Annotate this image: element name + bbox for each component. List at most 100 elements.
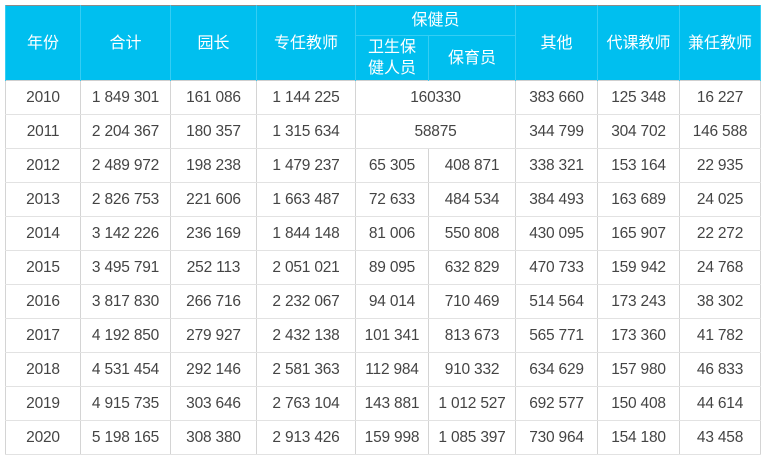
cell-other: 730 964	[515, 420, 599, 455]
cell-fulltime-teacher: 1 479 237	[256, 148, 356, 183]
cell-year: 2016	[5, 284, 81, 319]
cell-fulltime-teacher: 1 663 487	[256, 182, 356, 217]
cell-health-care-staff: 81 006	[355, 216, 429, 251]
cell-year: 2019	[5, 386, 81, 421]
cell-principal: 161 086	[170, 80, 257, 115]
cell-health-care-staff: 94 014	[355, 284, 429, 319]
cell-parttime-teacher: 41 782	[679, 318, 762, 353]
cell-total: 3 817 830	[80, 284, 171, 319]
header-substitute-teacher: 代课教师	[597, 5, 681, 81]
cell-health-staff-combined: 160330	[354, 80, 517, 115]
cell-substitute-teacher: 165 907	[597, 216, 681, 251]
cell-year: 2015	[5, 250, 81, 285]
cell-substitute-teacher: 157 980	[597, 352, 681, 387]
cell-total: 3 495 791	[80, 250, 171, 285]
cell-year: 2010	[5, 80, 81, 115]
table-row: 2011 2 204 367 180 357 1 315 634 58875 344 79…	[5, 114, 762, 149]
cell-parttime-teacher: 43 458	[679, 420, 762, 455]
cell-parttime-teacher: 38 302	[679, 284, 762, 319]
cell-total: 1 849 301	[80, 80, 171, 115]
cell-health-care-staff: 65 305	[355, 148, 429, 183]
cell-substitute-teacher: 163 689	[597, 182, 681, 217]
cell-other: 430 095	[515, 216, 599, 251]
cell-fulltime-teacher: 2 232 067	[256, 284, 356, 319]
cell-principal: 236 169	[170, 216, 257, 251]
cell-total: 2 826 753	[80, 182, 171, 217]
cell-other: 470 733	[515, 250, 599, 285]
header-childcare-worker: 保育员	[427, 35, 517, 81]
cell-substitute-teacher: 125 348	[597, 80, 681, 115]
cell-health-care-staff: 101 341	[355, 318, 429, 353]
cell-year: 2017	[5, 318, 81, 353]
cell-childcare-worker: 1 085 397	[427, 420, 517, 455]
cell-other: 383 660	[515, 80, 599, 115]
table-row: 2016 3 817 830 266 716 2 232 067 94 014 710 4…	[5, 284, 762, 319]
table-row: 2017 4 192 850 279 927 2 432 138 101 341 813 …	[5, 318, 762, 353]
cell-principal: 303 646	[170, 386, 257, 421]
cell-principal: 292 146	[170, 352, 257, 387]
cell-total: 5 198 165	[80, 420, 171, 455]
cell-health-staff-combined: 58875	[354, 114, 517, 149]
cell-substitute-teacher: 153 164	[597, 148, 681, 183]
cell-fulltime-teacher: 2 763 104	[256, 386, 356, 421]
cell-total: 4 915 735	[80, 386, 171, 421]
cell-fulltime-teacher: 1 315 634	[256, 114, 356, 149]
cell-parttime-teacher: 44 614	[679, 386, 762, 421]
cell-substitute-teacher: 173 243	[597, 284, 681, 319]
cell-childcare-worker: 632 829	[427, 250, 517, 285]
cell-principal: 252 113	[170, 250, 257, 285]
cell-year: 2020	[5, 420, 81, 455]
cell-fulltime-teacher: 1 844 148	[256, 216, 356, 251]
table-row: 2015 3 495 791 252 113 2 051 021 89 095 632 8…	[5, 250, 762, 285]
cell-health-care-staff: 89 095	[355, 250, 429, 285]
table-row: 2020 5 198 165 308 380 2 913 426 159 998 1 08…	[5, 420, 762, 455]
table-row: 2012 2 489 972 198 238 1 479 237 65 305 408 8…	[5, 148, 762, 183]
cell-fulltime-teacher: 2 581 363	[256, 352, 356, 387]
table-row: 2013 2 826 753 221 606 1 663 487 72 633 484 5…	[5, 182, 762, 217]
cell-childcare-worker: 550 808	[427, 216, 517, 251]
cell-parttime-teacher: 146 588	[679, 114, 762, 149]
cell-fulltime-teacher: 2 913 426	[256, 420, 356, 455]
header-health-care-staff: 卫生保健人员	[355, 35, 429, 81]
cell-principal: 198 238	[170, 148, 257, 183]
cell-year: 2012	[5, 148, 81, 183]
cell-parttime-teacher: 22 272	[679, 216, 762, 251]
cell-substitute-teacher: 159 942	[597, 250, 681, 285]
cell-health-care-staff: 112 984	[355, 352, 429, 387]
cell-other: 565 771	[515, 318, 599, 353]
cell-health-care-staff: 159 998	[355, 420, 429, 455]
cell-parttime-teacher: 16 227	[679, 80, 762, 115]
cell-principal: 279 927	[170, 318, 257, 353]
cell-fulltime-teacher: 2 432 138	[256, 318, 356, 353]
header-year: 年份	[5, 5, 81, 81]
cell-substitute-teacher: 150 408	[597, 386, 681, 421]
cell-principal: 180 357	[170, 114, 257, 149]
table-row: 2019 4 915 735 303 646 2 763 104 143 881 1 01…	[5, 386, 762, 421]
cell-principal: 266 716	[170, 284, 257, 319]
cell-total: 4 531 454	[80, 352, 171, 387]
cell-year: 2018	[5, 352, 81, 387]
table-row: 2018 4 531 454 292 146 2 581 363 112 984 910 …	[5, 352, 762, 387]
cell-total: 3 142 226	[80, 216, 171, 251]
staff-statistics-table: 年份 合计 园长 专任教师 保健员 其他 代课教师 兼任教师 卫生保健人员 保育…	[5, 5, 762, 455]
cell-childcare-worker: 710 469	[427, 284, 517, 319]
table-header: 年份 合计 园长 专任教师 保健员 其他 代课教师 兼任教师 卫生保健人员 保育…	[5, 5, 762, 81]
cell-parttime-teacher: 22 935	[679, 148, 762, 183]
cell-parttime-teacher: 24 025	[679, 182, 762, 217]
header-health-staff: 保健员	[354, 5, 517, 36]
header-parttime-teacher: 兼任教师	[679, 5, 762, 81]
cell-substitute-teacher: 304 702	[597, 114, 681, 149]
cell-year: 2014	[5, 216, 81, 251]
cell-substitute-teacher: 173 360	[597, 318, 681, 353]
header-principal: 园长	[170, 5, 257, 81]
cell-health-care-staff: 143 881	[355, 386, 429, 421]
cell-other: 692 577	[515, 386, 599, 421]
cell-childcare-worker: 408 871	[427, 148, 517, 183]
table-body: 2010 1 849 301 161 086 1 144 225 160330 383 6…	[5, 80, 762, 455]
table-row: 2014 3 142 226 236 169 1 844 148 81 006 550 8…	[5, 216, 762, 251]
header-total: 合计	[80, 5, 171, 81]
cell-total: 4 192 850	[80, 318, 171, 353]
cell-other: 338 321	[515, 148, 599, 183]
cell-fulltime-teacher: 1 144 225	[256, 80, 356, 115]
cell-other: 634 629	[515, 352, 599, 387]
